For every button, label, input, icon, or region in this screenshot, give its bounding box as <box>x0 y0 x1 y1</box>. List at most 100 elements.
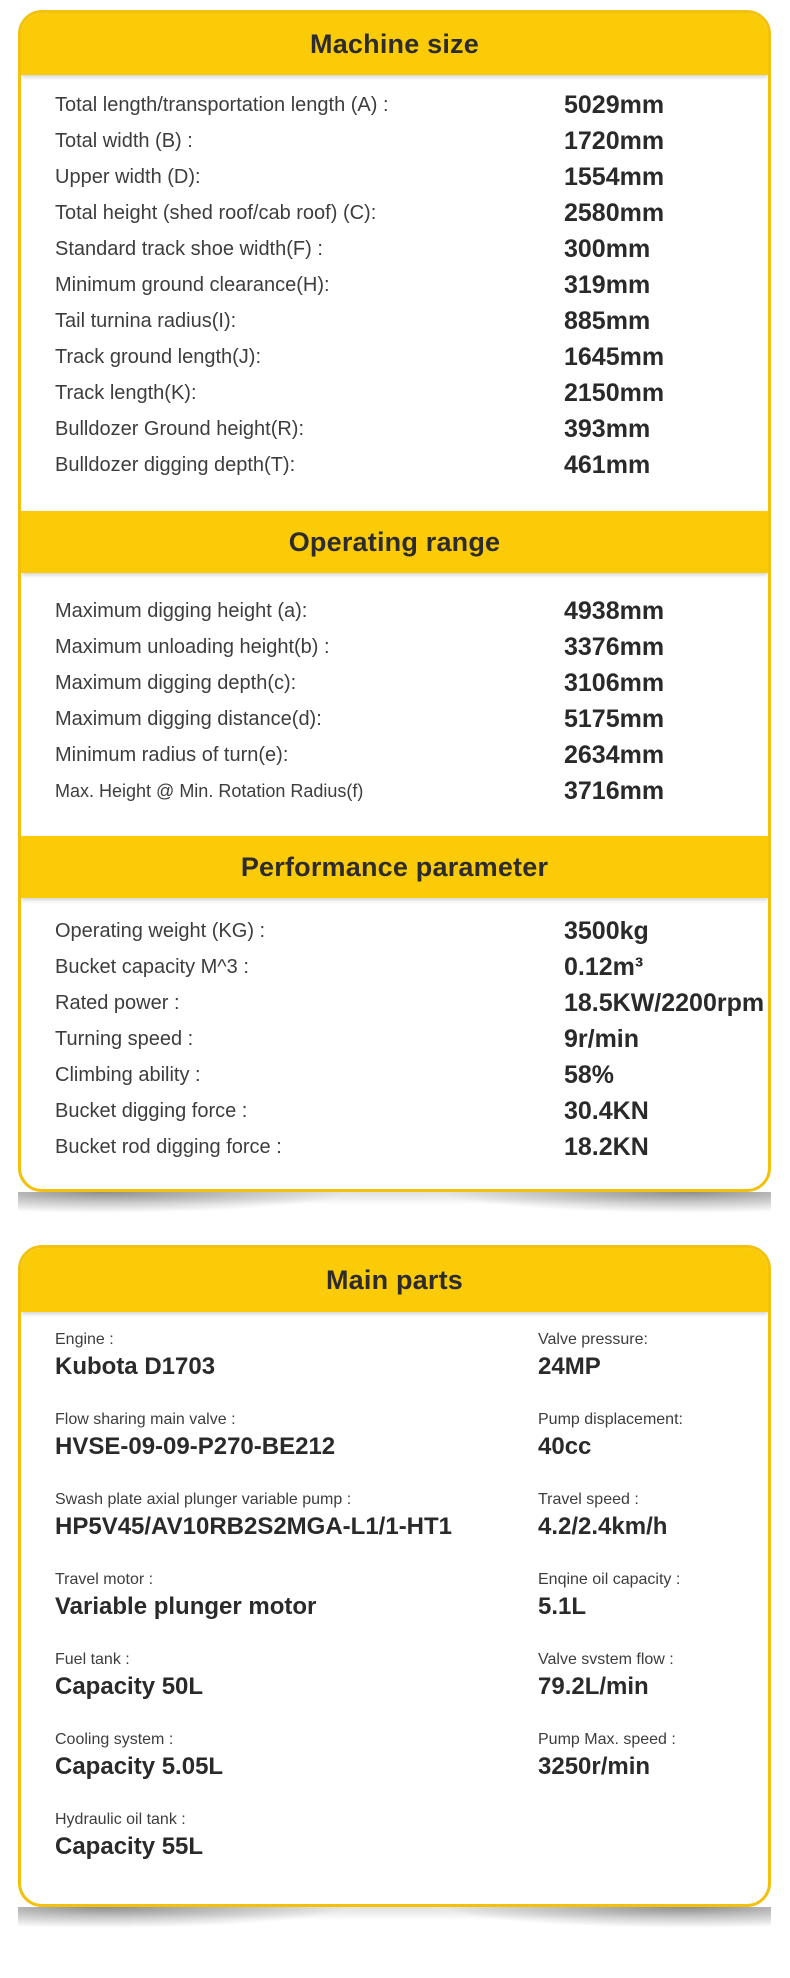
section-title: Performance parameter <box>240 851 549 882</box>
part-value: Variable plunger motor <box>55 1593 317 1620</box>
section-header-main-parts: Main parts <box>21 1248 768 1312</box>
machine-size-rows: Total length/transportation length (A) :… <box>21 75 768 511</box>
spec-value: 5029mm <box>564 90 665 119</box>
spec-row: Total length/transportation length (A) :… <box>55 87 754 123</box>
spec-row: Climbing ability : 58% <box>55 1057 754 1093</box>
spec-value: 18.5KW/2200rpm <box>564 988 765 1017</box>
spec-value: 58% <box>564 1060 615 1089</box>
spec-row: Bulldozer Ground height(R): 393mm <box>55 411 754 447</box>
spec-value: 461mm <box>564 450 651 479</box>
spec-value: 1554mm <box>564 162 665 191</box>
spec-row: Track ground length(J): 1645mm <box>55 339 754 375</box>
spec-row: Total height (shed roof/cab roof) (C): 25… <box>55 195 754 231</box>
part-value: Capacity 50L <box>55 1673 204 1700</box>
part-label: Swash plate axial plunger variable pump … <box>55 1491 352 1508</box>
operating-range-rows: Maximum digging height (a): 4938mm Maximu… <box>21 573 768 836</box>
spec-label: Maximum unloading height(b) : <box>55 635 330 658</box>
spec-label: Track ground length(J): <box>55 345 262 368</box>
part-item: Valve svstem flow : 79.2L/min <box>538 1650 754 1730</box>
section-title: Operating range <box>288 526 501 557</box>
spec-label: Total height (shed roof/cab roof) (C): <box>55 201 377 224</box>
main-parts-card: Main parts Engine : Kubota D1703 Valve p… <box>18 1245 771 1907</box>
spec-label: Bulldozer Ground height(R): <box>55 417 305 440</box>
spec-row: Bucket digging force : 30.4KN <box>55 1093 754 1129</box>
part-value: Capacity 5.05L <box>55 1753 224 1780</box>
spec-value: 3500kg <box>564 916 649 945</box>
spec-value: 5175mm <box>564 704 665 733</box>
part-item: Valve pressure: 24MP <box>538 1330 754 1410</box>
spec-value: 4938mm <box>564 596 665 625</box>
part-label: Valve svstem flow : <box>538 1651 674 1668</box>
spec-value: 3106mm <box>564 668 665 697</box>
spec-row: Rated power : 18.5KW/2200rpm <box>55 985 764 1021</box>
spec-value: 3716mm <box>564 776 665 805</box>
spec-label: Minimum radius of turn(e): <box>55 743 289 766</box>
part-label: Engine : <box>55 1331 114 1348</box>
spec-value: 9r/min <box>564 1024 640 1053</box>
section-header-performance-parameter: Performance parameter <box>21 836 768 898</box>
spec-label: Total width (B) : <box>55 129 193 152</box>
part-label: Valve pressure: <box>538 1331 648 1348</box>
spec-value: 18.2KN <box>564 1132 649 1161</box>
spec-label: Maximum digging distance(d): <box>55 707 322 730</box>
part-item: Enqine oil capacity : 5.1L <box>538 1570 754 1650</box>
part-value: HVSE-09-09-P270-BE212 <box>55 1433 336 1460</box>
spec-value: 2580mm <box>564 198 665 227</box>
spec-row: Minimum ground clearance(H): 319mm <box>55 267 754 303</box>
spec-row: Tail turnina radius(I): 885mm <box>55 303 754 339</box>
part-item: Swash plate axial plunger variable pump … <box>55 1490 538 1570</box>
part-item: Travel speed : 4.2/2.4km/h <box>538 1490 754 1570</box>
part-label: Hydraulic oil tank : <box>55 1811 186 1828</box>
spec-label: Operating weight (KG) : <box>55 919 266 942</box>
part-value: Capacity 55L <box>55 1833 204 1860</box>
spec-label: Maximum digging height (a): <box>55 599 308 622</box>
part-label: Cooling system : <box>55 1731 174 1748</box>
spec-value: 1720mm <box>564 126 665 155</box>
part-value: 79.2L/min <box>538 1673 649 1700</box>
part-label: Travel motor : <box>55 1571 154 1588</box>
spec-label: Climbing ability : <box>55 1063 201 1086</box>
spec-label: Max. Height @ Min. Rotation Radius(f) <box>55 780 364 801</box>
performance-parameter-rows: Operating weight (KG) : 3500kg Bucket cap… <box>21 898 768 1189</box>
spec-label: Bucket digging force : <box>55 1099 248 1122</box>
section-title: Machine size <box>310 28 479 59</box>
part-label: Pump Max. speed : <box>538 1731 676 1748</box>
part-value: 40cc <box>538 1433 592 1460</box>
spec-row: Operating weight (KG) : 3500kg <box>55 913 754 949</box>
spec-label: Turning speed : <box>55 1027 194 1050</box>
part-value: 24MP <box>538 1353 601 1380</box>
spec-label: Bucket rod digging force : <box>55 1135 282 1158</box>
section-title: Main parts <box>325 1264 464 1295</box>
spec-row: Bucket rod digging force : 18.2KN <box>55 1129 754 1165</box>
part-item: Hydraulic oil tank : Capacity 55L <box>55 1810 538 1890</box>
spec-label: Total length/transportation length (A) : <box>55 93 389 116</box>
spec-value: 300mm <box>564 234 651 263</box>
spec-row: Max. Height @ Min. Rotation Radius(f) 371… <box>55 773 754 809</box>
spec-value: 3376mm <box>564 632 665 661</box>
spec-row: Maximum unloading height(b) : 3376mm <box>55 629 754 665</box>
spec-row: Bulldozer digging depth(T): 461mm <box>55 447 754 483</box>
part-value: 4.2/2.4km/h <box>538 1513 668 1540</box>
spec-row: Bucket capacity M^3 : 0.12m³ <box>55 949 754 985</box>
spec-label: Maximum digging depth(c): <box>55 671 297 694</box>
spec-value: 1645mm <box>564 342 665 371</box>
spec-label: Upper width (D): <box>55 165 201 188</box>
spec-row: Minimum radius of turn(e): 2634mm <box>55 737 754 773</box>
spec-row: Upper width (D): 1554mm <box>55 159 754 195</box>
part-value: Kubota D1703 <box>55 1353 216 1380</box>
spec-label: Track length(K): <box>55 381 197 404</box>
spec-label: Rated power : <box>55 991 180 1014</box>
part-label: Enqine oil capacity : <box>538 1571 681 1588</box>
main-parts-grid: Engine : Kubota D1703 Valve pressure: 24… <box>21 1312 768 1904</box>
spec-value: 319mm <box>564 270 651 299</box>
spec-value: 885mm <box>564 306 651 335</box>
part-item: Travel motor : Variable plunger motor <box>55 1570 538 1650</box>
part-item: Flow sharing main valve : HVSE-09-09-P27… <box>55 1410 538 1490</box>
part-label: Flow sharing main valve : <box>55 1411 236 1428</box>
part-label: Fuel tank : <box>55 1651 130 1668</box>
card-lift-shadow <box>18 1192 771 1245</box>
part-item: Pump displacement: 40cc <box>538 1410 754 1490</box>
part-label: Travel speed : <box>538 1491 639 1508</box>
part-value: 5.1L <box>538 1593 587 1620</box>
part-value: 3250r/min <box>538 1753 651 1780</box>
